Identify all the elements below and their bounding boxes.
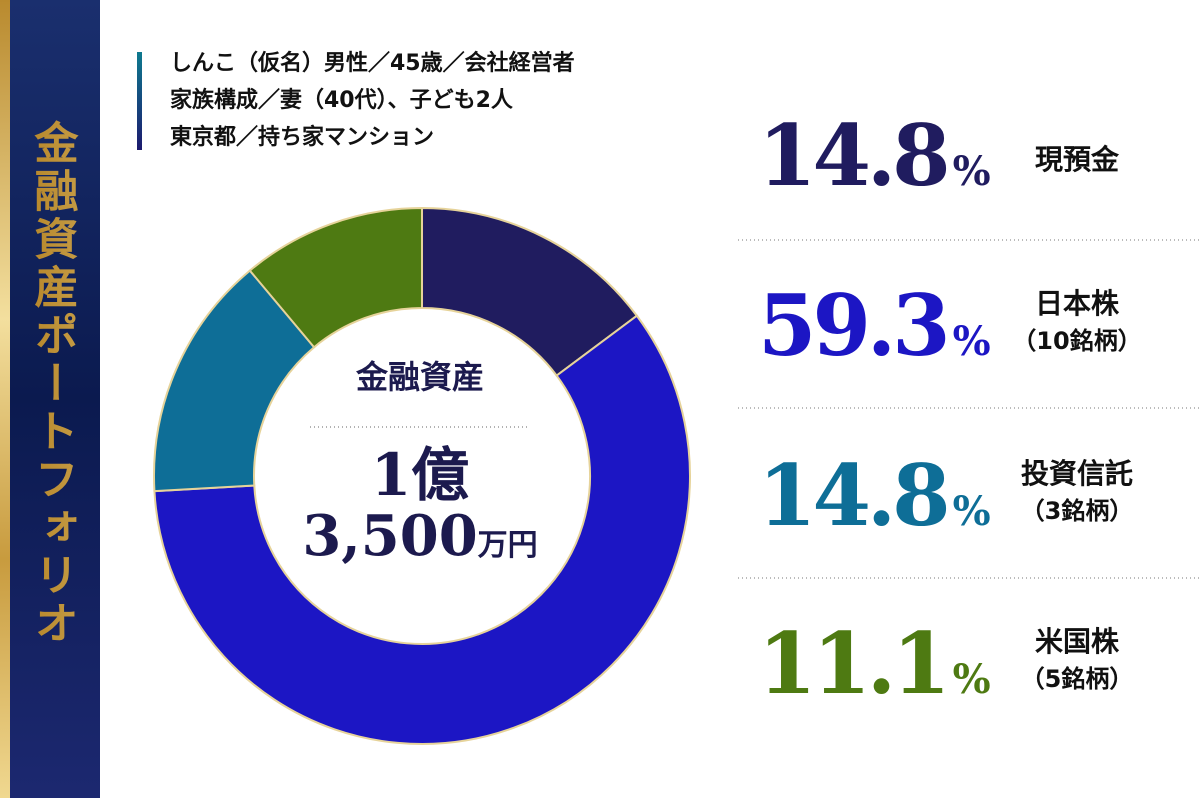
percent-label: 59.3% [758,276,991,375]
profile-line: 東京都／持ち家マンション [170,124,434,150]
percent-label: 11.1% [758,614,991,713]
category-sublabel: （10銘柄） [1012,327,1141,355]
total-number: 3,500 [302,503,477,569]
percent-unit: % [953,318,991,365]
donut-slice [248,206,423,349]
percent-unit: % [953,656,991,703]
category-label: 米国株 [1035,625,1120,658]
category-label: 日本株 [1035,287,1120,320]
gold-edge [0,0,10,798]
category-label: 現預金 [1035,143,1120,176]
percent-value: 11.1 [758,614,947,713]
title: 金融資産ポートフォリオ [27,120,80,648]
category-sublabel: （5銘柄） [1021,665,1134,693]
total-unit: 万円 [478,528,538,563]
category-label: 投資信託 [1021,457,1133,490]
center-label: 金融資産 [355,358,484,396]
profile-bar [137,52,142,150]
donut-slice [153,314,691,745]
total-line1: 1億 [371,441,469,509]
category-sublabel: （3銘柄） [1021,497,1134,525]
total-line2: 3,500万円 [302,503,537,569]
percent-value: 14.8 [758,446,947,545]
percent-unit: % [953,488,991,535]
percent-label: 14.8% [758,106,991,205]
percent-unit: % [953,148,991,195]
side-band [0,0,100,798]
percent-label: 14.8% [758,446,991,545]
percent-value: 14.8 [758,106,947,205]
profile-line: しんこ（仮名）男性／45歳／会社経営者 [170,50,575,76]
profile-line: 家族構成／妻（40代）、子ども2人 [170,87,513,113]
percent-value: 59.3 [758,276,947,375]
